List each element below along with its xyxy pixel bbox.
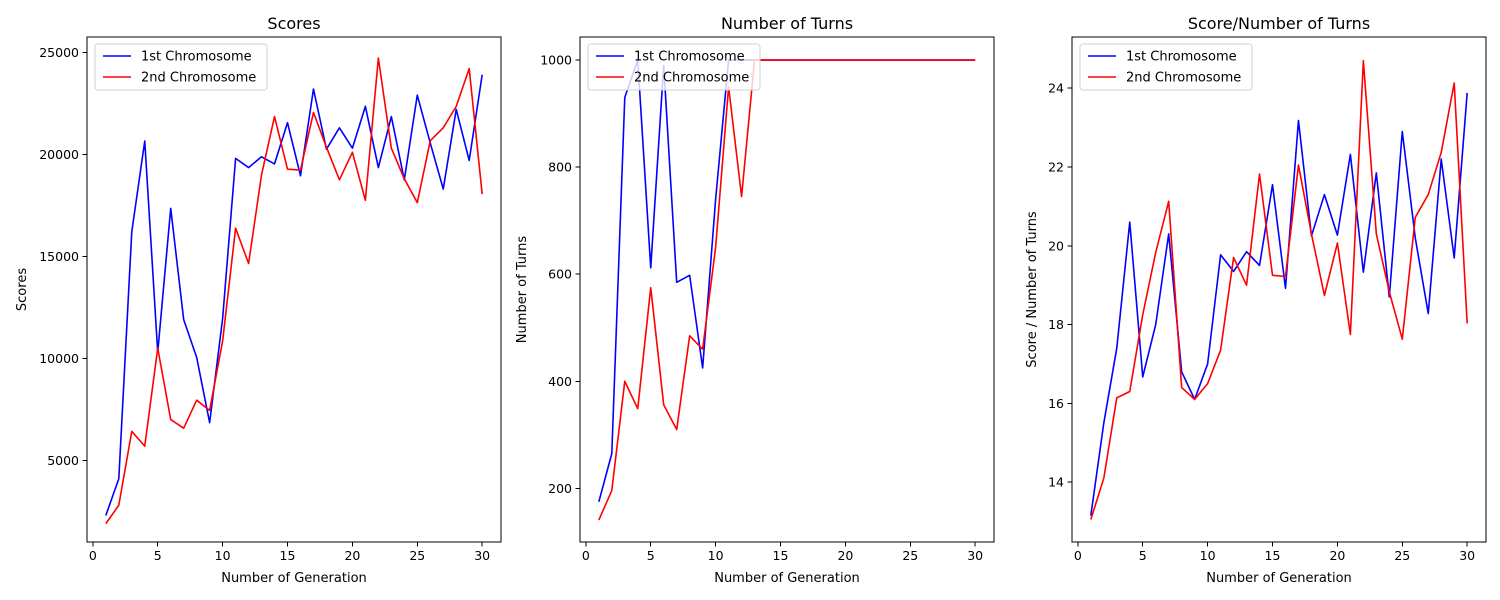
- y-tick-label: 1000: [540, 53, 572, 68]
- series-line-1: [105, 74, 483, 516]
- series-line-1: [1090, 92, 1468, 516]
- x-tick-label: 20: [1329, 548, 1345, 563]
- series-line-2: [105, 57, 483, 525]
- y-tick-label: 22: [1048, 159, 1064, 174]
- x-tick-label: 5: [647, 548, 655, 563]
- x-tick-label: 20: [344, 548, 360, 563]
- x-tick-label: 10: [1200, 548, 1216, 563]
- x-tick-label: 30: [474, 548, 490, 563]
- x-tick-label: 5: [154, 548, 162, 563]
- series-line-2: [1090, 59, 1468, 520]
- x-axis-label: Number of Generation: [1206, 571, 1352, 586]
- y-tick-label: 16: [1048, 396, 1064, 411]
- y-tick-label: 400: [548, 374, 572, 389]
- x-tick-label: 15: [773, 548, 789, 563]
- chart-title: Scores: [267, 14, 320, 33]
- x-tick-label: 30: [1459, 548, 1475, 563]
- axes-frame: [579, 36, 995, 543]
- plot-area: [105, 57, 483, 525]
- legend-label-1: 1st Chromosome: [634, 50, 745, 65]
- chart-panel-2: 0 5 10 15 20 25 30 200 400 600 800 1000 Number of Tu…: [515, 14, 995, 586]
- x-tick-label: 0: [89, 548, 97, 563]
- y-axis-label: Number of Turns: [515, 236, 530, 344]
- x-tick-label: 10: [215, 548, 231, 563]
- y-tick-label: 5000: [47, 453, 79, 468]
- x-tick-label: 0: [582, 548, 590, 563]
- x-tick-label: 25: [902, 548, 918, 563]
- y-tick-label: 15000: [39, 249, 79, 264]
- axes-frame: [1071, 36, 1487, 543]
- legend: 1st Chromosome 2nd Chromosome: [94, 43, 268, 91]
- legend-label-2: 2nd Chromosome: [1126, 71, 1241, 86]
- chart-title: Number of Turns: [721, 14, 853, 33]
- y-tick-label: 20: [1048, 238, 1064, 253]
- legend-label-2: 2nd Chromosome: [634, 71, 749, 86]
- y-tick-label: 10000: [39, 351, 79, 366]
- y-tick-label: 20000: [39, 147, 79, 162]
- y-tick-label: 200: [548, 481, 572, 496]
- x-tick-label: 30: [967, 548, 983, 563]
- chart-panel-3: 0 5 10 15 20 25 30 14 16 18 20 22 24 Score/Number of …: [1025, 14, 1487, 586]
- chart-panel-1: 0 5 10 15 20 25 30 5000 10000 15000 20000 25000 Scor…: [15, 14, 502, 586]
- x-tick-label: 25: [409, 548, 425, 563]
- legend: 1st Chromosome 2nd Chromosome: [1079, 43, 1253, 91]
- legend-label-1: 1st Chromosome: [1126, 50, 1237, 65]
- legend-box: [94, 43, 268, 91]
- x-axis-label: Number of Generation: [221, 571, 367, 586]
- legend-label-2: 2nd Chromosome: [141, 71, 256, 86]
- x-tick-label: 0: [1074, 548, 1082, 563]
- y-tick-label: 24: [1048, 81, 1064, 96]
- y-axis-label: Score / Number of Turns: [1025, 211, 1040, 368]
- y-tick-label: 18: [1048, 317, 1064, 332]
- legend-label-1: 1st Chromosome: [141, 50, 252, 65]
- plot-area: [1090, 59, 1468, 520]
- series-line-2: [598, 59, 976, 521]
- y-axis-label: Scores: [15, 268, 30, 311]
- plot-area: [598, 59, 976, 521]
- x-tick-label: 10: [708, 548, 724, 563]
- y-tick-label: 800: [548, 160, 572, 175]
- legend-box: [1079, 43, 1253, 91]
- y-tick-label: 14: [1048, 475, 1064, 490]
- legend: 1st Chromosome 2nd Chromosome: [587, 43, 761, 91]
- x-tick-label: 15: [1265, 548, 1281, 563]
- axes-frame: [86, 36, 502, 543]
- series-line-1: [598, 59, 976, 503]
- x-tick-label: 5: [1139, 548, 1147, 563]
- x-tick-label: 20: [837, 548, 853, 563]
- y-tick-label: 25000: [39, 45, 79, 60]
- y-tick-label: 600: [548, 267, 572, 282]
- x-tick-label: 15: [280, 548, 296, 563]
- x-tick-label: 25: [1394, 548, 1410, 563]
- legend-box: [587, 43, 761, 91]
- x-axis-label: Number of Generation: [714, 571, 860, 586]
- chart-title: Score/Number of Turns: [1188, 14, 1370, 33]
